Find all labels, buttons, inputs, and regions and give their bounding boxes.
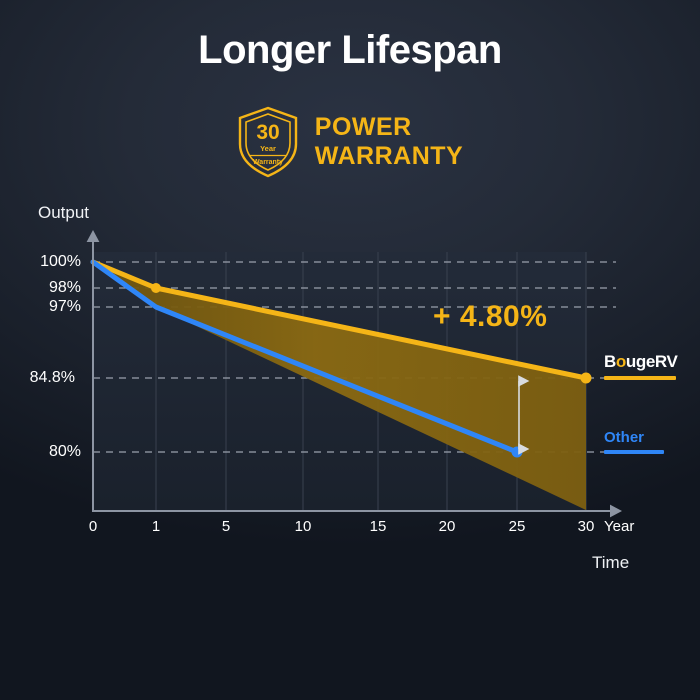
advantage-fill-area (93, 262, 586, 510)
legend-item-bougerv[interactable]: BougeRV (604, 352, 678, 380)
x-tick-label-20: 20 (438, 518, 456, 535)
warranty-headline: POWER WARRANTY (315, 113, 463, 172)
x-tick-label-0: 0 (88, 518, 98, 535)
page-title: Longer Lifespan (198, 28, 502, 72)
x-axis-unit-label: Year (604, 518, 635, 535)
x-tick-label-15: 15 (369, 518, 387, 535)
y-tick-label-98: 98% (48, 279, 81, 296)
data-point-bougerv-year1 (151, 283, 161, 293)
x-axis-title: Time (592, 553, 630, 572)
x-tick-label-25: 25 (508, 518, 526, 535)
data-point-other-year25 (511, 446, 523, 458)
legend-swatch-other (604, 450, 664, 454)
badge-warranty-word: Warranty (253, 159, 283, 166)
badge-years: 30 (256, 121, 279, 144)
warranty-badge-row: 30 Year Warranty POWER WARRANTY (0, 106, 700, 178)
badge-year-word: Year (260, 144, 276, 153)
x-tick-label-1: 1 (151, 518, 161, 535)
legend-item-other[interactable]: Other (604, 429, 664, 454)
x-tick-label-30: 30 (577, 518, 595, 535)
warranty-headline-line2: WARRANTY (314, 142, 464, 170)
x-tick-label-5: 5 (221, 518, 231, 535)
legend-swatch-bougerv (604, 376, 676, 380)
y-tick-label-100: 100% (40, 253, 81, 270)
bougerv-logo: BougeRV (604, 352, 678, 372)
gain-annotation: + 4.80% (433, 300, 548, 333)
y-tick-label-84-8: 84.8% (29, 369, 75, 386)
legend-label-other: Other (604, 429, 645, 446)
y-tick-label-97: 97% (48, 298, 81, 315)
x-tick-label-10: 10 (294, 518, 312, 535)
bougerv-logo-suffix: ugeRV (625, 352, 678, 371)
y-axis-title: Output (38, 203, 90, 222)
bougerv-logo-accent: o (615, 352, 626, 371)
series-line-other (90, 259, 520, 455)
shield-badge-icon: 30 Year Warranty (237, 106, 299, 178)
y-tick-label-80: 80% (48, 443, 81, 460)
data-point-bougerv-year30 (580, 372, 592, 384)
bougerv-logo-prefix: B (604, 352, 616, 371)
warranty-headline-line1: POWER (314, 112, 412, 141)
